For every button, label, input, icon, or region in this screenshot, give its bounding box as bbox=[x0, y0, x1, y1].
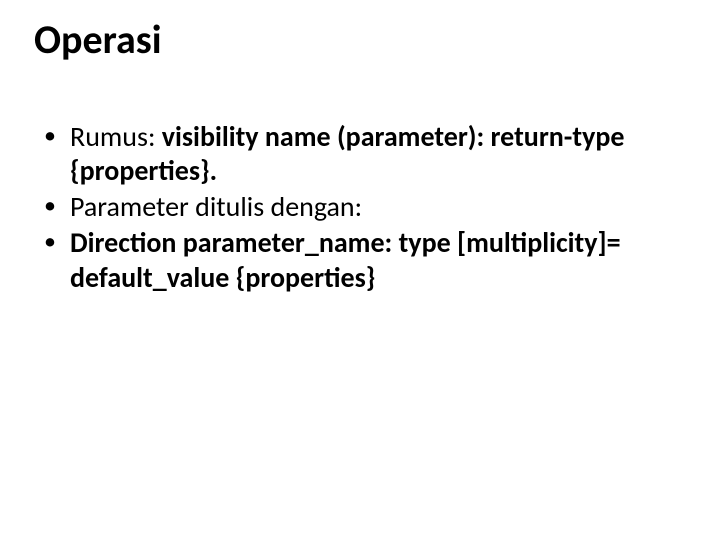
bullet-item: Parameter ditulis dengan: bbox=[40, 190, 690, 224]
bullet-text-prefix: Parameter ditulis dengan: bbox=[70, 189, 362, 224]
bullet-list: Rumus: visibility name (parameter): retu… bbox=[34, 120, 690, 295]
bullet-item: Direction parameter_name: type [multipli… bbox=[40, 226, 690, 294]
bullet-item: Rumus: visibility name (parameter): retu… bbox=[40, 120, 690, 188]
slide-container: Operasi Rumus: visibility name (paramete… bbox=[0, 0, 720, 540]
bullet-text-prefix: Rumus: bbox=[70, 119, 162, 154]
slide-title: Operasi bbox=[34, 18, 690, 62]
bullet-text-bold: Direction parameter_name: type [multipli… bbox=[70, 225, 621, 294]
